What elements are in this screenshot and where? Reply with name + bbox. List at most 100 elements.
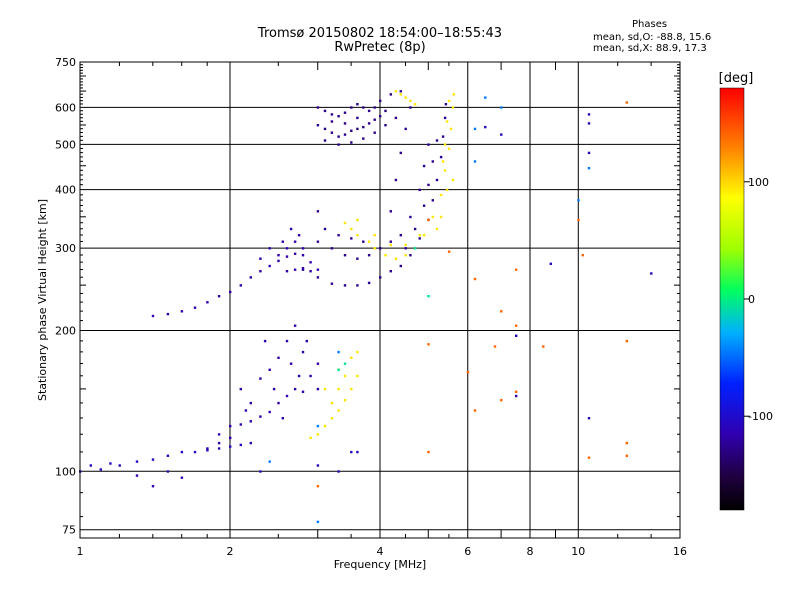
echo-point: [244, 409, 248, 412]
x-tick-label: 10: [571, 545, 585, 558]
echo-point: [180, 310, 184, 313]
echo-point: [373, 106, 376, 109]
echo-point: [297, 374, 301, 378]
y-axis: 75 100 200 300 400 500 600 750: [55, 56, 680, 537]
echo-point: [452, 93, 455, 96]
echo-point: [350, 237, 353, 240]
echo-point: [263, 339, 267, 343]
y-tick-label: 100: [55, 465, 76, 478]
echo-point: [301, 247, 305, 250]
echo-point: [373, 247, 376, 250]
echo-point: [427, 343, 430, 346]
echo-point: [542, 345, 545, 348]
echo-point: [249, 420, 252, 423]
echo-point: [259, 415, 262, 418]
echo-point: [293, 387, 297, 391]
echo-point: [435, 139, 439, 142]
echo-point: [500, 310, 503, 313]
echo-point: [166, 312, 170, 316]
echo-point: [337, 470, 340, 473]
echo-point: [323, 127, 327, 131]
echo-point: [217, 441, 221, 445]
echo-point: [356, 257, 359, 260]
echo-point: [135, 460, 139, 463]
echo-point: [444, 103, 448, 106]
echo-point: [217, 447, 221, 450]
echo-point: [625, 101, 628, 104]
echo-point: [445, 120, 449, 123]
colorbar-tick-label: -100: [748, 410, 773, 423]
echo-point: [427, 143, 430, 146]
echo-point: [217, 433, 221, 436]
echo-point: [587, 151, 591, 155]
echo-point: [409, 215, 412, 219]
echo-point: [422, 204, 426, 207]
echo-point: [193, 306, 197, 309]
echo-point: [272, 387, 276, 391]
echo-point: [343, 399, 347, 402]
echo-point: [515, 268, 518, 271]
echo-point: [418, 188, 421, 192]
echo-point: [422, 164, 426, 168]
echo-point: [330, 417, 334, 420]
echo-point: [316, 268, 320, 271]
echo-point: [399, 151, 402, 155]
echo-point: [549, 262, 552, 265]
echo-point: [337, 409, 340, 412]
echo-point: [422, 234, 426, 237]
x-axis-label: Frequency [MHz]: [334, 558, 426, 571]
echo-point: [343, 122, 347, 125]
colorbar-tick-label: 0: [748, 293, 755, 306]
grid-lines: [80, 62, 680, 538]
echo-point: [356, 450, 359, 454]
echo-point: [373, 234, 376, 237]
echo-point: [285, 247, 289, 250]
echo-point: [389, 93, 392, 96]
echo-point: [473, 127, 477, 131]
echo-point: [362, 125, 365, 129]
echo-point: [431, 215, 434, 219]
echo-point: [435, 227, 439, 231]
echo-point: [206, 301, 209, 304]
echo-point: [350, 129, 353, 132]
echo-point: [259, 470, 262, 473]
echo-point: [515, 334, 518, 337]
echo-point: [399, 234, 402, 237]
echo-point: [515, 390, 518, 393]
x-tick-label: 6: [464, 545, 471, 558]
echo-point: [285, 270, 289, 273]
echo-point: [118, 464, 121, 467]
echo-point: [151, 314, 155, 318]
echo-point: [367, 109, 371, 113]
echo-point: [625, 339, 628, 343]
echo-point: [350, 141, 353, 144]
echo-point: [239, 423, 242, 426]
echo-point: [379, 99, 382, 103]
echo-point: [330, 282, 334, 285]
echo-point: [473, 160, 477, 163]
echo-point: [362, 137, 365, 140]
echo-point: [277, 356, 280, 359]
echo-point: [316, 520, 320, 524]
echo-point: [439, 155, 443, 159]
echo-point: [356, 103, 359, 106]
x-tick-label: 4: [377, 545, 384, 558]
echo-point: [337, 387, 340, 391]
echo-point: [268, 460, 271, 463]
echo-point: [350, 227, 353, 231]
echo-point: [343, 133, 347, 136]
chart-subtitle: RwPretec (8p): [334, 40, 426, 55]
echo-point: [443, 143, 447, 146]
echo-point: [166, 470, 170, 473]
echo-point: [297, 234, 301, 237]
x-tick-label: 2: [227, 545, 234, 558]
echo-point: [466, 371, 470, 374]
echo-point: [166, 454, 170, 457]
echo-point: [330, 120, 334, 123]
y-tick-label: 500: [55, 138, 76, 151]
echo-point: [281, 240, 284, 243]
echo-point: [323, 387, 327, 391]
echo-point: [404, 127, 407, 131]
echo-point: [249, 276, 252, 279]
echo-point: [330, 113, 334, 116]
